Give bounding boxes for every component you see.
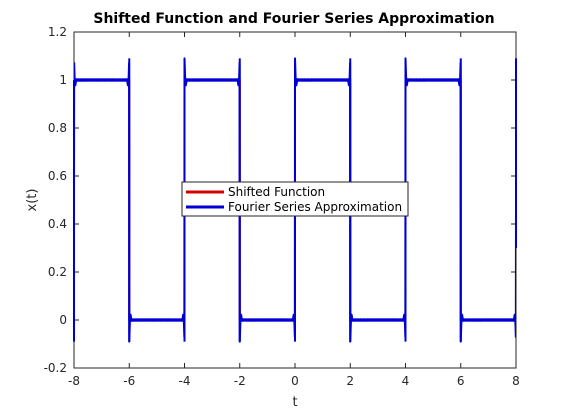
y-tick-label: 1.2 (48, 25, 67, 39)
legend-box (181, 181, 409, 217)
x-tick-label: -4 (179, 374, 191, 388)
chart-title: Shifted Function and Fourier Series Appr… (93, 11, 494, 27)
legend-label: Fourier Series Approximation (228, 200, 402, 214)
x-tick-label: 4 (402, 374, 410, 388)
x-tick-label: 6 (457, 374, 465, 388)
x-tick-label: -6 (123, 374, 135, 388)
y-tick-label: 1 (59, 73, 67, 87)
y-tick-label: -0.2 (44, 361, 67, 375)
x-tick-label: 8 (512, 374, 520, 388)
x-tick-label: -2 (234, 374, 246, 388)
x-tick-label: 0 (291, 374, 299, 388)
x-tick-label: -8 (68, 374, 80, 388)
y-tick-label: 0.4 (48, 217, 67, 231)
y-tick-label: 0.8 (48, 121, 67, 135)
x-tick-label: 2 (346, 374, 354, 388)
y-axis-label: x(t) (25, 189, 40, 212)
y-tick-label: 0.2 (48, 265, 67, 279)
y-tick-label: 0.6 (48, 169, 67, 183)
x-axis-label: t (292, 395, 297, 410)
legend-label: Shifted Function (228, 185, 325, 199)
y-tick-label: 0 (59, 313, 67, 327)
